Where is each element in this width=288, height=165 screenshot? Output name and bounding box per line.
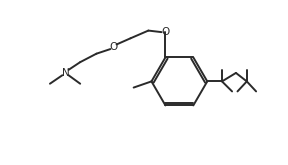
Text: O: O — [161, 27, 170, 37]
Text: N: N — [62, 68, 69, 78]
Text: O: O — [109, 42, 118, 52]
